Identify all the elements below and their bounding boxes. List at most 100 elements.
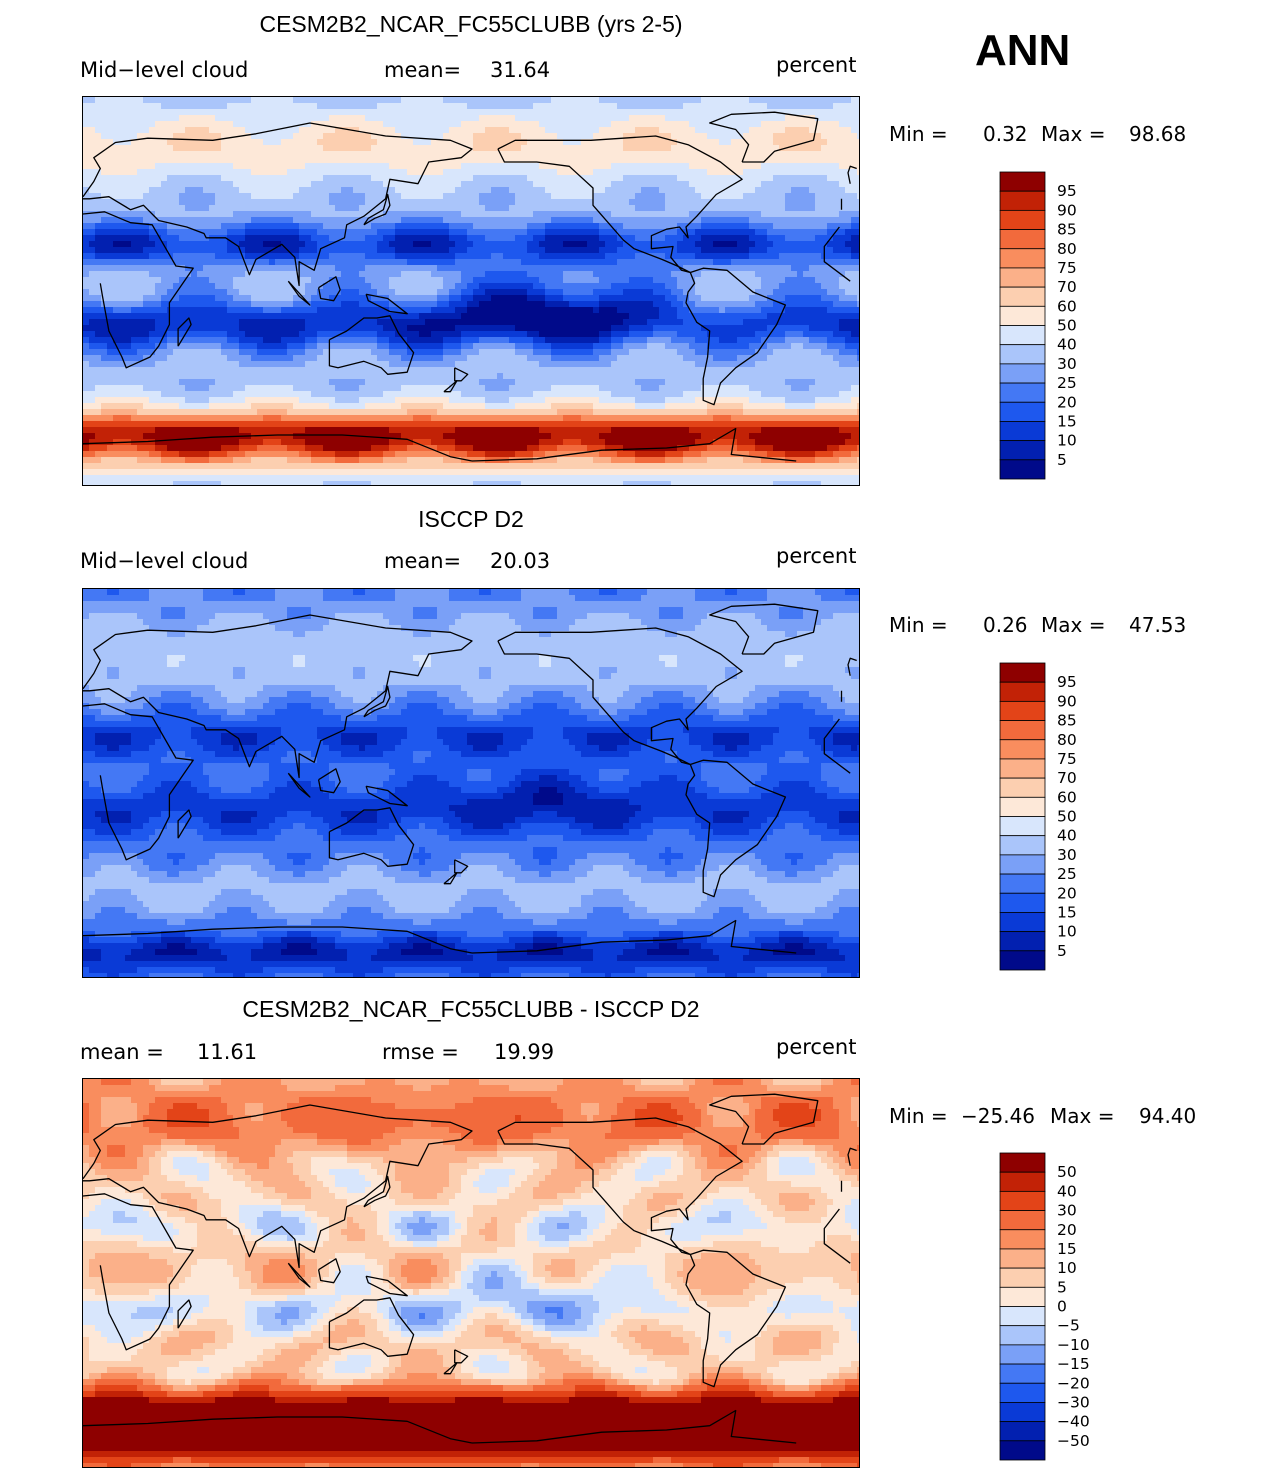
field-cell <box>827 253 834 260</box>
field-cell <box>557 187 564 194</box>
field-cell <box>587 223 594 230</box>
field-cell <box>605 133 612 140</box>
field-cell <box>281 169 288 176</box>
field-cell <box>383 103 390 110</box>
field-cell <box>89 283 96 290</box>
field-cell <box>89 307 96 314</box>
field-cell <box>275 271 282 278</box>
field-cell <box>341 247 348 254</box>
field-cell <box>407 157 414 164</box>
field-cell <box>437 265 444 272</box>
field-cell <box>725 133 732 140</box>
field-cell <box>629 187 636 194</box>
field-cell <box>635 271 642 278</box>
field-cell <box>197 295 204 302</box>
field-cell <box>335 223 342 230</box>
field-cell <box>557 157 564 164</box>
field-cell <box>275 283 282 290</box>
field-cell <box>461 175 468 182</box>
field-cell <box>419 193 426 200</box>
field-cell <box>299 103 306 110</box>
field-cell <box>689 319 696 326</box>
field-cell <box>587 145 594 152</box>
field-cell <box>281 163 288 170</box>
field-cell <box>365 211 372 218</box>
field-cell <box>779 169 786 176</box>
field-cell <box>341 151 348 158</box>
field-cell <box>635 109 642 116</box>
field-cell <box>431 211 438 218</box>
field-cell <box>215 223 222 230</box>
field-cell <box>533 175 540 182</box>
field-cell <box>791 193 798 200</box>
field-cell <box>533 121 540 128</box>
field-cell <box>653 103 660 110</box>
field-cell <box>215 241 222 248</box>
field-cell <box>239 211 246 218</box>
field-cell <box>347 289 354 296</box>
field-cell <box>371 187 378 194</box>
field-cell <box>809 145 816 152</box>
field-cell <box>545 319 552 326</box>
field-cell <box>665 211 672 218</box>
field-cell <box>359 271 366 278</box>
field-cell <box>209 193 216 200</box>
field-cell <box>617 127 624 134</box>
field-cell <box>425 181 432 188</box>
field-cell <box>833 175 840 182</box>
field-cell <box>773 253 780 260</box>
field-cell <box>257 325 264 332</box>
field-cell <box>143 199 150 206</box>
field-cell <box>647 265 654 272</box>
field-cell <box>341 193 348 200</box>
field-cell <box>593 259 600 266</box>
field-cell <box>695 205 702 212</box>
field-cell <box>821 241 828 248</box>
field-cell <box>191 235 198 242</box>
field-cell <box>827 193 834 200</box>
field-cell <box>419 97 426 104</box>
field-cell <box>611 145 618 152</box>
field-cell <box>587 187 594 194</box>
field-cell <box>101 271 108 278</box>
field-cell <box>245 241 252 248</box>
field-cell <box>353 97 360 104</box>
field-cell <box>695 253 702 260</box>
field-cell <box>851 271 858 278</box>
field-cell <box>101 217 108 224</box>
field-cell <box>527 133 534 140</box>
field-cell <box>131 97 138 104</box>
field-cell <box>467 169 474 176</box>
field-cell <box>197 247 204 254</box>
field-cell <box>443 103 450 110</box>
field-cell <box>623 139 630 146</box>
field-cell <box>191 211 198 218</box>
field-cell <box>551 247 558 254</box>
field-cell <box>155 295 162 302</box>
field-cell <box>731 193 738 200</box>
field-cell <box>797 151 804 158</box>
field-cell <box>107 133 114 140</box>
field-cell <box>221 223 228 230</box>
field-cell <box>851 241 858 248</box>
field-cell <box>293 157 300 164</box>
field-cell <box>485 193 492 200</box>
field-cell <box>659 223 666 230</box>
field-cell <box>197 319 204 326</box>
field-cell <box>851 289 858 296</box>
field-cell <box>779 223 786 230</box>
field-cell <box>845 145 852 152</box>
field-cell <box>449 211 456 218</box>
field-cell <box>629 277 636 284</box>
field-cell <box>443 181 450 188</box>
field-cell <box>683 127 690 134</box>
field-cell <box>713 169 720 176</box>
field-cell <box>503 157 510 164</box>
field-cell <box>173 253 180 260</box>
field-cell <box>527 205 534 212</box>
field-cell <box>83 235 90 242</box>
field-cell <box>653 235 660 242</box>
field-cell <box>629 109 636 116</box>
field-cell <box>275 163 282 170</box>
field-cell <box>749 97 756 104</box>
